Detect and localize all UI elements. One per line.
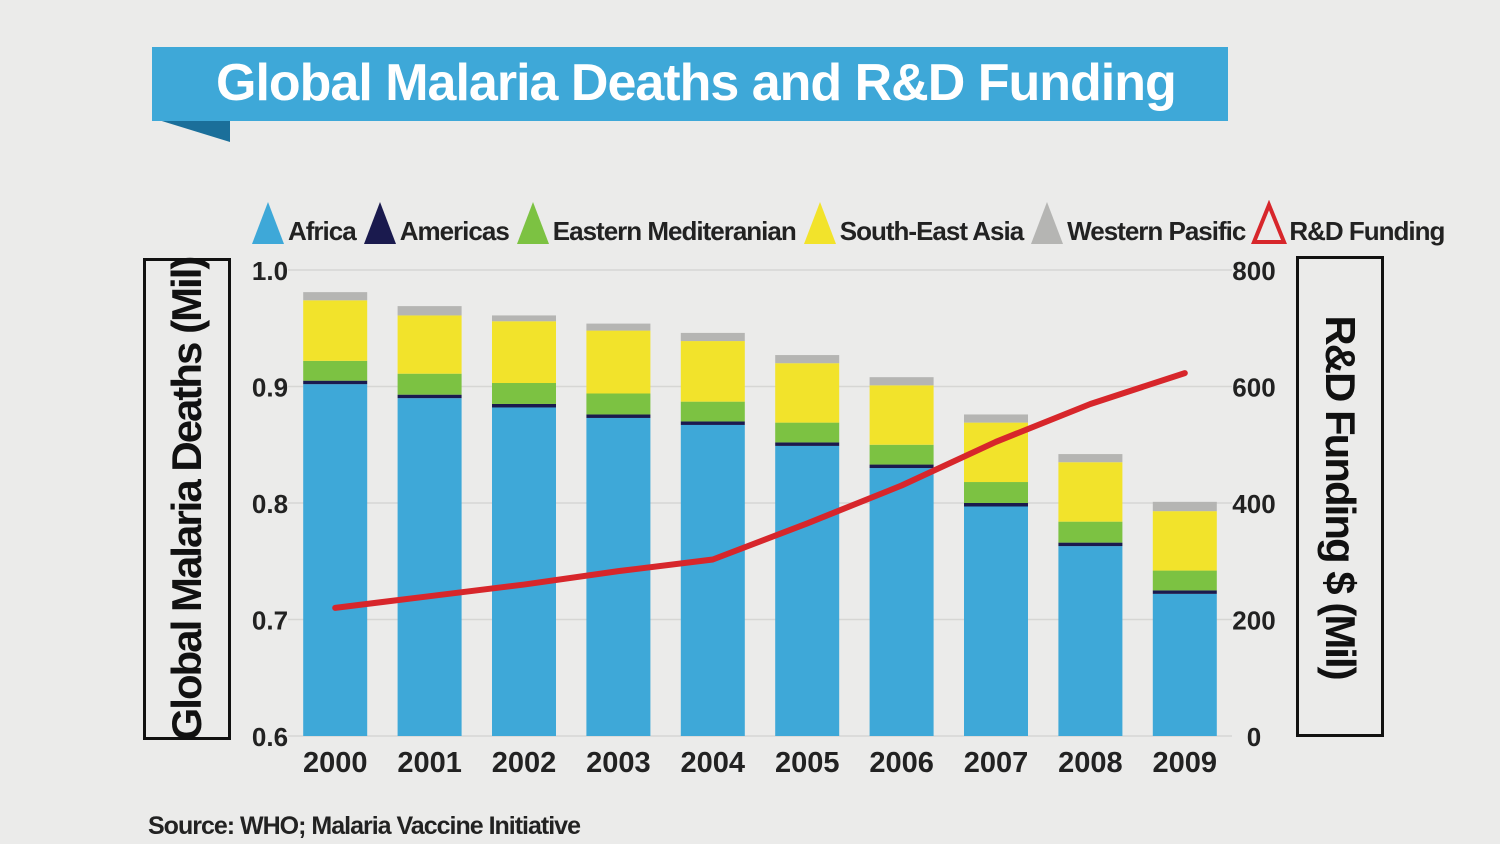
left-tick-label: 1.0 <box>252 256 288 286</box>
legend-label: Eastern Mediteranian <box>552 216 797 246</box>
bar-segment-eastern-mediteranian <box>775 422 840 443</box>
bar-segment-south-east-asia <box>1058 462 1123 522</box>
bar-segment-south-east-asia <box>1152 511 1217 571</box>
right-tick-label: 800 <box>1232 256 1275 286</box>
bar-segment-western-pasific <box>1152 501 1217 512</box>
legend-label: Americas <box>399 216 510 246</box>
legend-triangle-icon <box>1031 202 1064 244</box>
legend-label: R&D Funding <box>1289 216 1445 246</box>
right-axis-title-box: R&D Funding $ (Mil) <box>1296 256 1384 737</box>
bar-segment-western-pasific <box>680 332 745 342</box>
bar-segment-western-pasific <box>964 414 1028 423</box>
bar-segment-americas <box>680 421 745 425</box>
bar-segment-americas <box>1152 590 1217 594</box>
x-tick-label: 2006 <box>869 747 934 779</box>
right-tick-label: 400 <box>1232 489 1275 519</box>
legend-item: R&D Funding <box>1251 200 1445 246</box>
legend-item: Western Pasific <box>1029 200 1246 246</box>
chart-legend: Africa Americas Eastern Mediteranian South-… <box>250 196 1446 246</box>
left-tick-label: 0.6 <box>252 722 288 752</box>
legend-item: Africa <box>250 200 357 246</box>
right-tick-label: 600 <box>1232 373 1275 403</box>
bar-segment-eastern-mediteranian <box>492 383 556 404</box>
x-tick-label: 2005 <box>775 747 840 779</box>
x-tick-label: 2008 <box>1058 747 1123 779</box>
bar-segment-western-pasific <box>775 355 840 364</box>
x-tick-label: 2000 <box>303 747 368 779</box>
legend-label: Western Pasific <box>1067 216 1246 246</box>
bar-segment-americas <box>869 464 934 469</box>
bar-segment-africa <box>1058 546 1123 736</box>
bar-segment-south-east-asia <box>303 300 368 361</box>
left-tick-label: 0.9 <box>252 373 288 403</box>
bar-segment-eastern-mediteranian <box>1058 521 1123 543</box>
bar-segment-americas <box>964 503 1028 507</box>
bar-segment-western-pasific <box>397 306 462 316</box>
source-note: Source: WHO; Malaria Vaccine Initiative <box>148 812 581 840</box>
bar-segment-eastern-mediteranian <box>964 482 1028 503</box>
bar-segment-south-east-asia <box>492 321 556 384</box>
bar-segment-south-east-asia <box>680 341 745 402</box>
right-tick-label: 0 <box>1247 722 1261 752</box>
bar-segment-western-pasific <box>586 323 651 331</box>
bar-segment-africa <box>775 445 840 736</box>
legend-triangle-icon <box>516 202 549 244</box>
right-tick-label: 200 <box>1232 606 1275 636</box>
bar-segment-western-pasific <box>492 315 556 322</box>
bar-segment-africa <box>680 424 745 736</box>
left-tick-label: 0.7 <box>252 606 288 636</box>
x-tick-label: 2009 <box>1153 747 1218 779</box>
bar-segment-americas <box>397 394 462 399</box>
bar-segment-africa <box>964 506 1028 736</box>
legend-triangle-icon <box>1251 200 1288 244</box>
rd-funding-line <box>332 370 1188 611</box>
bar-segment-south-east-asia <box>775 363 840 423</box>
legend-item: Americas <box>362 200 510 246</box>
bar-segment-western-pasific <box>303 292 368 301</box>
bar-segment-americas <box>775 442 840 446</box>
bar-segment-africa <box>303 384 368 736</box>
left-axis-title-box: Global Malaria Deaths (Mil) <box>143 258 231 740</box>
bar-segment-africa <box>397 398 462 736</box>
bar-segment-americas <box>1058 542 1123 547</box>
bar-segment-eastern-mediteranian <box>586 393 651 415</box>
title-banner: Global Malaria Deaths and R&D Funding <box>152 47 1228 121</box>
legend-triangle-icon <box>363 202 396 244</box>
x-tick-label: 2004 <box>681 747 746 779</box>
bar-segment-western-pasific <box>1058 454 1123 463</box>
bar-segment-eastern-mediteranian <box>397 373 462 395</box>
bar-segment-eastern-mediteranian <box>303 360 368 381</box>
legend-item: Eastern Mediteranian <box>515 200 797 246</box>
bar-segment-south-east-asia <box>869 385 934 445</box>
left-tick-label: 0.8 <box>252 489 288 519</box>
x-tick-label: 2001 <box>397 747 462 779</box>
legend-triangle-icon <box>803 202 836 244</box>
x-tick-label: 2003 <box>586 747 651 779</box>
legend-label: South-East Asia <box>839 216 1024 246</box>
x-tick-label: 2007 <box>964 747 1029 779</box>
bar-segment-eastern-mediteranian <box>1152 570 1217 591</box>
bar-segment-americas <box>492 403 556 408</box>
legend-item: South-East Asia <box>802 200 1024 246</box>
bar-segment-americas <box>303 380 368 385</box>
bar-segment-africa <box>492 407 556 736</box>
bar-segment-eastern-mediteranian <box>680 401 745 422</box>
bar-segment-south-east-asia <box>586 330 651 394</box>
legend-label: Africa <box>288 216 357 246</box>
legend-triangle-icon <box>252 202 284 244</box>
title-banner-fold <box>152 118 230 142</box>
bar-segment-americas <box>586 414 651 418</box>
bar-segment-eastern-mediteranian <box>869 444 934 465</box>
x-tick-label: 2002 <box>492 747 557 779</box>
bar-segment-africa <box>869 468 934 736</box>
chart-title: Global Malaria Deaths and R&D Funding <box>216 54 1177 112</box>
bar-segment-western-pasific <box>869 377 934 386</box>
bar-segment-africa <box>1152 593 1217 736</box>
bar-segment-south-east-asia <box>397 315 462 374</box>
